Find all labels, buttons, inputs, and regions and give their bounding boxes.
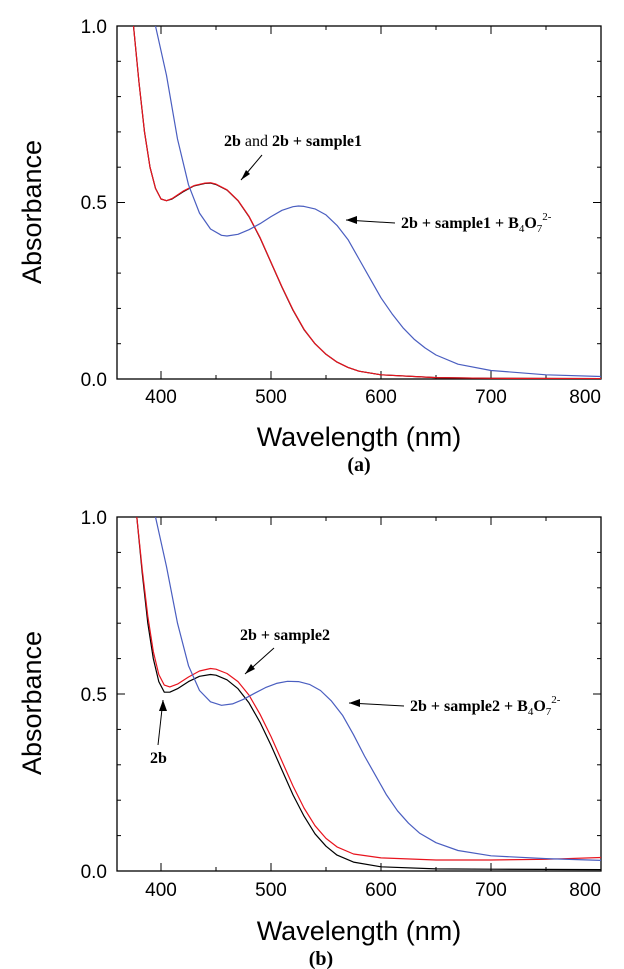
series-line — [132, 26, 601, 379]
y-tick-label: 0.0 — [81, 370, 107, 391]
series-line — [136, 517, 601, 871]
series-line — [132, 26, 601, 379]
y-tick-label: 1.0 — [81, 508, 107, 529]
plot-frame — [116, 516, 602, 872]
y-tick-label: 1.0 — [81, 17, 107, 38]
x-tick-label: 600 — [365, 387, 397, 408]
x-tick-label: 700 — [475, 387, 507, 408]
panel-label: (a) — [347, 454, 370, 476]
x-tick-label: 600 — [365, 880, 397, 901]
annotation-label: 2b + sample1 + B4O72- — [401, 211, 552, 235]
panel-label: (b) — [309, 948, 333, 969]
y-axis-title: Absorbance — [17, 631, 47, 775]
arrowhead — [159, 700, 167, 711]
y-tick-label: 0.5 — [81, 193, 107, 214]
x-tick-label: 500 — [255, 387, 287, 408]
plot-frame — [116, 25, 602, 380]
series-group — [136, 517, 601, 871]
series-line — [154, 26, 601, 378]
annotation-label: 2b + sample2 — [240, 627, 330, 644]
tick-marks — [117, 25, 602, 380]
y-tick-label: 0.0 — [81, 862, 107, 883]
panel-b: 1.0 0.5 0.0 400 500 600 700 800 Absorban… — [17, 508, 602, 969]
arrowhead — [245, 664, 255, 674]
x-tick-label: 800 — [569, 880, 601, 901]
x-tick-label: 800 — [569, 387, 601, 408]
annotation-label: 2b + sample2 + B4O72- — [410, 694, 561, 718]
series-line — [154, 517, 601, 861]
x-axis-title: Wavelength (nm) — [257, 916, 462, 946]
x-tick-label: 400 — [145, 387, 177, 408]
annotation-label: 2b — [150, 750, 167, 767]
tick-marks — [117, 516, 602, 872]
arrowhead — [241, 170, 250, 180]
x-tick-label: 700 — [475, 880, 507, 901]
annotation-label: 2b and 2b + sample1 — [224, 133, 362, 150]
series-line — [136, 517, 601, 861]
panel-a: 1.0 0.5 0.0 400 500 600 700 800 Absorban… — [17, 17, 602, 476]
x-tick-label: 400 — [145, 880, 177, 901]
arrowhead — [349, 699, 360, 707]
y-axis-title: Absorbance — [17, 140, 47, 284]
arrowhead — [346, 216, 357, 224]
series-group — [132, 26, 601, 379]
x-tick-label: 500 — [255, 880, 287, 901]
y-tick-label: 0.5 — [81, 685, 107, 706]
x-axis-title: Wavelength (nm) — [257, 422, 462, 452]
